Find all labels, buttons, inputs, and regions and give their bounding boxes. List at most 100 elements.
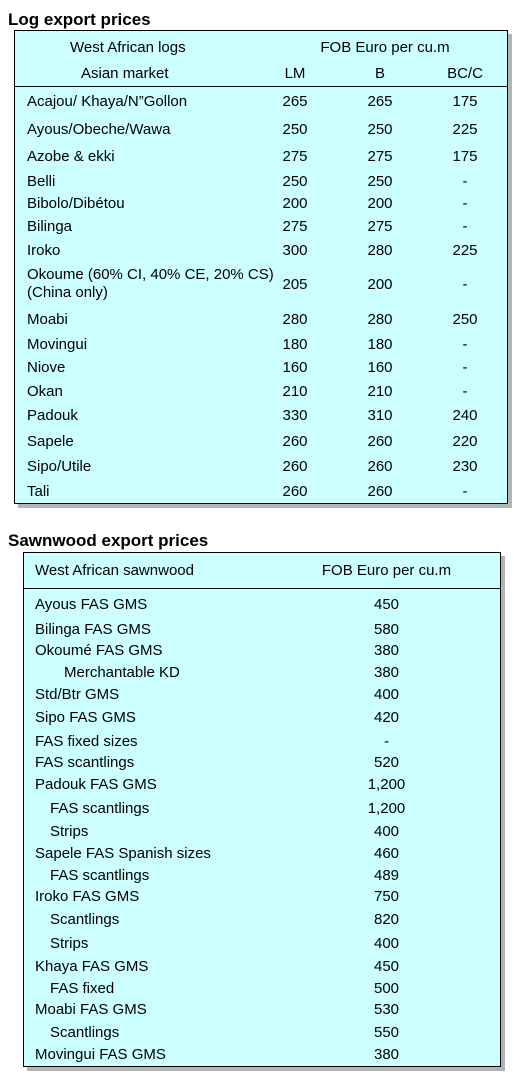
log-row-name: Movingui: [27, 336, 88, 353]
sawn-row-name: FAS scantlings: [50, 800, 150, 817]
log-row-lm: 205: [282, 276, 308, 293]
log-header-unit: FOB Euro per cu.m: [320, 39, 450, 56]
log-row-bcc: -: [462, 483, 468, 500]
log-row-bcc: -: [462, 173, 468, 190]
sawn-row-value: 450: [373, 596, 400, 613]
log-row-bcc: 175: [452, 93, 478, 110]
log-row-name: Okan: [27, 383, 63, 400]
log-row-b: 275: [367, 218, 393, 235]
sawn-row-value: 520: [373, 754, 400, 771]
sawn-price-table: West African sawnwood FOB Euro per cu.m …: [23, 552, 501, 1067]
sawn-row-value: -: [384, 733, 389, 750]
log-row-name: Acajou/ Khaya/N”Gollon: [27, 93, 188, 110]
log-row-b: 260: [367, 458, 393, 475]
log-row-lm: 280: [282, 311, 308, 328]
sawn-row-name: Sapele FAS Spanish sizes: [35, 845, 211, 862]
log-row-b: 265: [367, 93, 393, 110]
log-row-bcc: -: [462, 359, 468, 376]
sawn-row-name: FAS scantlings: [50, 867, 150, 884]
log-header-left-line2: Asian market: [81, 65, 169, 82]
log-row-b: 200: [367, 276, 393, 293]
log-row-lm: 180: [282, 336, 308, 353]
sawn-row-name: Strips: [50, 823, 89, 840]
sawn-row-value: 820: [373, 911, 400, 928]
log-row-bcc: 230: [452, 458, 478, 475]
sawn-row-name: Scantlings: [50, 911, 120, 928]
log-row-lm: 260: [282, 433, 308, 450]
log-row-bcc: -: [462, 195, 468, 212]
sawn-row-name: Bilinga FAS GMS: [35, 621, 151, 638]
log-row-lm: 300: [282, 242, 308, 259]
log-row-bcc: -: [462, 336, 468, 353]
sawn-row-value: 380: [373, 664, 400, 681]
sawn-row-value: 530: [373, 1001, 400, 1018]
sawn-row-name: Iroko FAS GMS: [35, 888, 140, 905]
sawn-row-value: 380: [373, 642, 400, 659]
log-row-bcc: 175: [452, 148, 478, 165]
log-row-b: 210: [367, 383, 393, 400]
log-row-name: Niove: [27, 359, 66, 376]
log-header-left-line1: West African logs: [70, 39, 186, 56]
log-row-lm: 275: [282, 218, 308, 235]
log-row-bcc: 250: [452, 311, 478, 328]
log-header-bcc: BC/C: [447, 65, 483, 82]
log-row-name: Okoume (60% CI, 40% CE, 20% CS) (China o…: [27, 266, 274, 301]
sawn-row-value: 460: [373, 845, 400, 862]
log-header-b: B: [374, 65, 385, 82]
sawn-row-name: FAS scantlings: [35, 754, 135, 771]
log-row-b: 260: [367, 433, 393, 450]
log-row-lm: 265: [282, 93, 308, 110]
sawn-row-value: 489: [373, 867, 400, 884]
log-row-name: Sipo/Utile: [27, 458, 92, 475]
log-row-bcc: 225: [452, 121, 478, 138]
sawn-row-name: Sipo FAS GMS: [35, 709, 136, 726]
log-row-lm: 275: [282, 148, 308, 165]
log-row-lm: 330: [282, 407, 308, 424]
sawn-row-name: FAS fixed: [50, 980, 115, 997]
log-row-bcc: 240: [452, 407, 478, 424]
log-row-name: Azobe & ekki: [27, 148, 115, 165]
sawn-row-name: Ayous FAS GMS: [35, 596, 148, 613]
log-row-name: Bilinga: [27, 218, 73, 235]
sawn-row-name: Okoumé FAS GMS: [35, 642, 163, 659]
log-row-bcc: 220: [452, 433, 478, 450]
sawn-row-value: 550: [373, 1024, 400, 1041]
log-row-lm: 210: [282, 383, 308, 400]
sawn-row-value: 580: [373, 621, 400, 638]
log-row-b: 310: [367, 407, 393, 424]
log-row-name: Padouk: [27, 407, 78, 424]
log-header-lm: LM: [284, 65, 306, 82]
sawn-row-value: 420: [373, 709, 400, 726]
log-row-b: 160: [367, 359, 393, 376]
log-row-b: 280: [367, 311, 393, 328]
log-row-lm: 250: [282, 173, 308, 190]
log-row-b: 250: [367, 173, 393, 190]
sawn-row-value: 1,200: [367, 776, 406, 793]
log-row-b: 250: [367, 121, 393, 138]
log-row-bcc: -: [462, 218, 468, 235]
sawn-row-name: Std/Btr GMS: [35, 686, 120, 703]
log-row-lm: 160: [282, 359, 308, 376]
sawn-row-name: Padouk FAS GMS: [35, 776, 157, 793]
log-row-name: Iroko: [27, 242, 61, 259]
log-row-bcc: -: [462, 276, 468, 293]
log-row-b: 260: [367, 483, 393, 500]
sawn-row-name: Moabi FAS GMS: [35, 1001, 147, 1018]
log-row-name: Ayous/Obeche/Wawa: [27, 121, 171, 138]
sawn-row-value: 400: [373, 686, 400, 703]
sawn-row-name: FAS fixed sizes: [35, 733, 138, 750]
log-row-b: 180: [367, 336, 393, 353]
log-row-lm: 260: [282, 483, 308, 500]
sawn-row-name: Movingui FAS GMS: [35, 1046, 166, 1063]
log-row-lm: 250: [282, 121, 308, 138]
log-row-b: 275: [367, 148, 393, 165]
sawn-header-unit: FOB Euro per cu.m: [321, 562, 452, 579]
log-row-lm: 260: [282, 458, 308, 475]
sawn-row-name: Scantlings: [50, 1024, 120, 1041]
log-row-name: Moabi: [27, 311, 68, 328]
log-row-name: Bibolo/Dibétou: [27, 195, 125, 212]
log-row-b: 200: [367, 195, 393, 212]
sawn-row-value: 400: [373, 935, 400, 952]
log-price-table: West African logs Asian market FOB Euro …: [14, 30, 508, 504]
sawn-section-title: Sawnwood export prices: [8, 531, 209, 550]
